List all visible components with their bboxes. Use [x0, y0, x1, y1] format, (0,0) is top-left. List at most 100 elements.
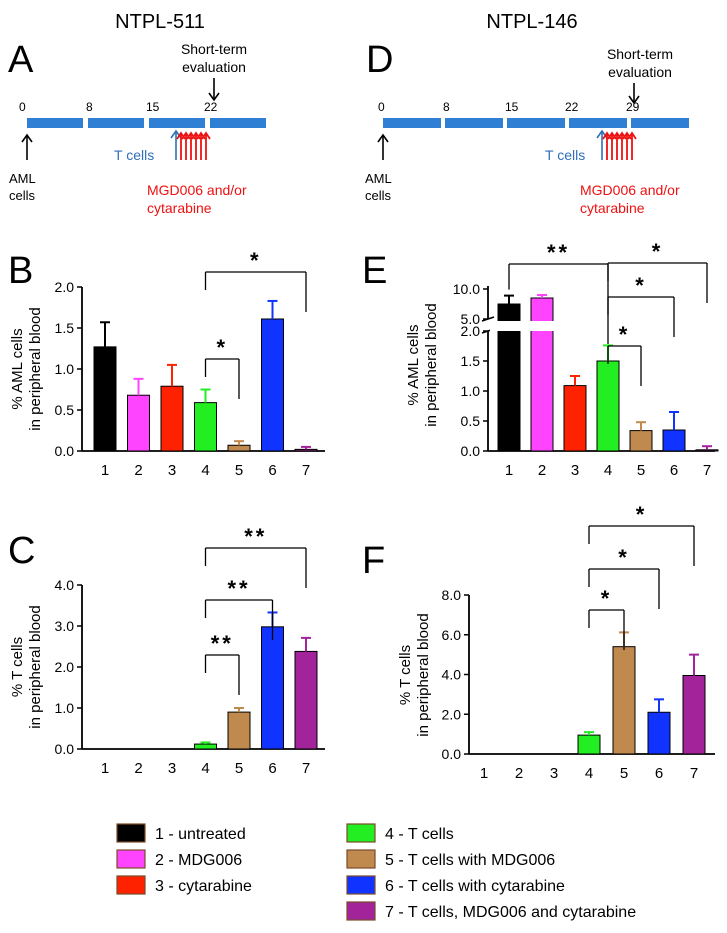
bar	[261, 626, 284, 750]
eval-label: evaluation	[608, 64, 672, 80]
bar	[93, 346, 117, 452]
bar	[596, 360, 620, 452]
legend-swatch	[116, 823, 146, 843]
bar	[530, 297, 554, 452]
panel-letter-C: C	[8, 530, 35, 572]
panel-letter-A: A	[8, 39, 34, 81]
x-tick-label: 4	[201, 462, 209, 479]
bar	[294, 448, 318, 452]
x-tick-label: 3	[168, 462, 176, 479]
significance-label: **	[227, 576, 250, 601]
x-tick-label: 4	[604, 462, 612, 479]
y-tick-label: 3.0	[55, 618, 75, 634]
axis-break-gap	[490, 321, 570, 331]
legend-label: 7 - T cells, MDG006 and cytarabine	[385, 904, 636, 921]
timeline-segment	[507, 118, 565, 128]
y-tick-label: 1.0	[55, 700, 75, 716]
bar	[261, 318, 284, 452]
x-tick-label: 5	[637, 462, 645, 479]
x-tick-label: 4	[201, 760, 209, 777]
bar	[577, 734, 601, 755]
aml-label: AML	[9, 171, 36, 186]
x-tick-label: 3	[168, 760, 176, 777]
y-tick-label: 1.5	[461, 353, 481, 369]
x-tick-label: 7	[703, 462, 711, 479]
legend-label: 2 - MDG006	[155, 852, 242, 869]
timeline-segment	[88, 118, 144, 128]
x-tick-label: 1	[480, 765, 488, 782]
y-tick-label: 4.0	[55, 577, 75, 593]
bar	[647, 711, 671, 755]
panel-letter-D: D	[366, 39, 393, 81]
x-tick-label: 6	[670, 462, 678, 479]
y-axis-label: % T cells	[9, 637, 26, 697]
significance-label: *	[652, 239, 664, 264]
legend-swatch	[346, 849, 376, 869]
y-axis-label: % AML cells	[9, 328, 26, 409]
y-tick-label: 2.0	[55, 279, 75, 295]
timeline-A: 0 8 15 22 Short-term evaluation AML cell…	[9, 41, 266, 216]
bar	[695, 449, 719, 452]
day-label: 22	[565, 100, 579, 114]
x-tick-label: 2	[134, 462, 142, 479]
x-tick-label: 2	[515, 765, 523, 782]
timeline-segment	[569, 118, 627, 128]
legend-label: 4 - T cells	[385, 826, 454, 843]
chart-E: 0.0 0.5 1.0 1.5 2.05.0 10.0 % AML cells in peri…	[405, 239, 719, 479]
y-tick-label: 8.0	[442, 587, 462, 603]
bar	[194, 402, 217, 452]
drug-label: MGD006 and/or	[580, 182, 680, 198]
day-label: 15	[505, 100, 519, 114]
y-tick-label: 4.0	[442, 667, 462, 683]
significance-label: **	[211, 631, 234, 656]
bar	[612, 646, 636, 755]
tcells-label: T cells	[545, 147, 585, 163]
chart-B: 0.0 0.5 1.0 1.5 2.0 % AML cells in peripheral …	[9, 248, 325, 479]
y-axis-label: % T cells	[397, 645, 414, 705]
drug-arrows-icon	[602, 131, 637, 160]
x-tick-label: 7	[690, 765, 698, 782]
y-tick-label: 0.5	[55, 402, 75, 418]
down-arrow-icon	[628, 83, 640, 105]
bar	[127, 394, 150, 452]
aml-label: cells	[9, 188, 36, 203]
bar	[294, 650, 318, 750]
bar	[662, 429, 686, 452]
eval-label: Short-term	[607, 46, 673, 62]
y-tick-label: 1.0	[55, 361, 75, 377]
y-tick-label: 0.0	[55, 741, 75, 757]
x-tick-label: 7	[302, 760, 310, 777]
day-label: 15	[146, 100, 160, 114]
day-label: 8	[86, 100, 93, 114]
x-tick-label: 5	[235, 760, 243, 777]
legend-swatch	[346, 901, 376, 921]
x-tick-label: 4	[585, 765, 593, 782]
timeline-segment	[383, 118, 441, 128]
panel-letter-B: B	[8, 250, 33, 292]
x-tick-label: 1	[101, 760, 109, 777]
y-tick-label: 2.0	[442, 706, 462, 722]
significance-label: **	[244, 524, 267, 549]
timeline-segment	[445, 118, 503, 128]
significance-label: *	[618, 545, 630, 570]
y-tick-label: 2.0	[461, 323, 481, 339]
chart-C: 0.0 1.0 2.0 3.0 4.0 % T cells in peripheral bl…	[9, 524, 325, 777]
timeline-segment	[631, 118, 689, 128]
x-tick-label: 1	[101, 462, 109, 479]
aml-label: AML	[365, 171, 392, 186]
y-tick-label: 1.0	[461, 383, 481, 399]
day-label: 0	[378, 100, 385, 114]
x-tick-label: 5	[235, 462, 243, 479]
timeline-D: 0 8 15 22 29 Short-term evaluation AML c…	[365, 46, 689, 216]
x-tick-label: 2	[538, 462, 546, 479]
down-arrow-icon	[208, 78, 220, 102]
x-tick-label: 3	[550, 765, 558, 782]
significance-label: *	[601, 586, 613, 611]
x-tick-label: 3	[571, 462, 579, 479]
significance-label: *	[250, 248, 262, 273]
x-tick-label: 6	[268, 462, 276, 479]
x-tick-label: 2	[134, 760, 142, 777]
y-axis-label: in peripheral blood	[423, 303, 440, 426]
timeline-segment	[149, 118, 205, 128]
legend-label: 1 - untreated	[155, 826, 246, 843]
